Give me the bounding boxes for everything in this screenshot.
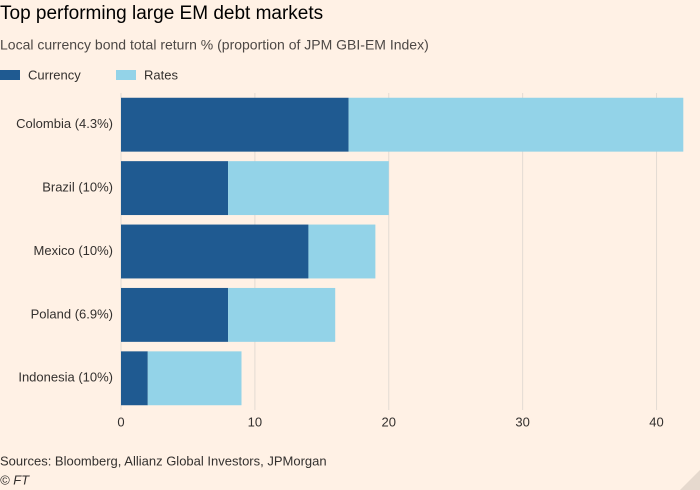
bar-segment — [147, 351, 242, 406]
y-tick-label: Brazil (10%) — [42, 180, 113, 195]
x-tick-label: 30 — [515, 414, 529, 429]
bar-segment — [348, 97, 684, 152]
bar-segment — [228, 287, 336, 342]
source: Sources: Bloomberg, Allianz Global Inves… — [0, 453, 327, 468]
bar-segment — [121, 287, 229, 342]
legend-label: Rates — [144, 67, 178, 82]
y-tick-label: Poland (6.9%) — [31, 306, 113, 321]
bar-segment — [228, 161, 389, 216]
chart-subtitle: Local currency bond total return % (prop… — [0, 37, 429, 53]
bar-segment — [121, 351, 148, 406]
x-tick-label: 20 — [382, 414, 396, 429]
chart-title: Top performing large EM debt markets — [0, 3, 323, 24]
corner-mark — [680, 470, 700, 490]
y-tick-label: Indonesia (10%) — [18, 370, 113, 385]
x-tick-label: 40 — [649, 414, 663, 429]
bar-segment — [121, 161, 229, 216]
legend-swatch — [0, 70, 20, 80]
y-tick-label: Colombia (4.3%) — [16, 116, 113, 131]
bar-segment — [121, 97, 349, 152]
bar-segment — [308, 224, 376, 279]
bar-segment — [121, 224, 309, 279]
credit: © FT — [0, 472, 30, 487]
x-tick-label: 10 — [248, 414, 262, 429]
y-tick-label: Mexico (10%) — [34, 243, 113, 258]
legend-swatch — [116, 70, 136, 80]
legend-label: Currency — [28, 67, 81, 82]
x-tick-label: 0 — [117, 414, 124, 429]
